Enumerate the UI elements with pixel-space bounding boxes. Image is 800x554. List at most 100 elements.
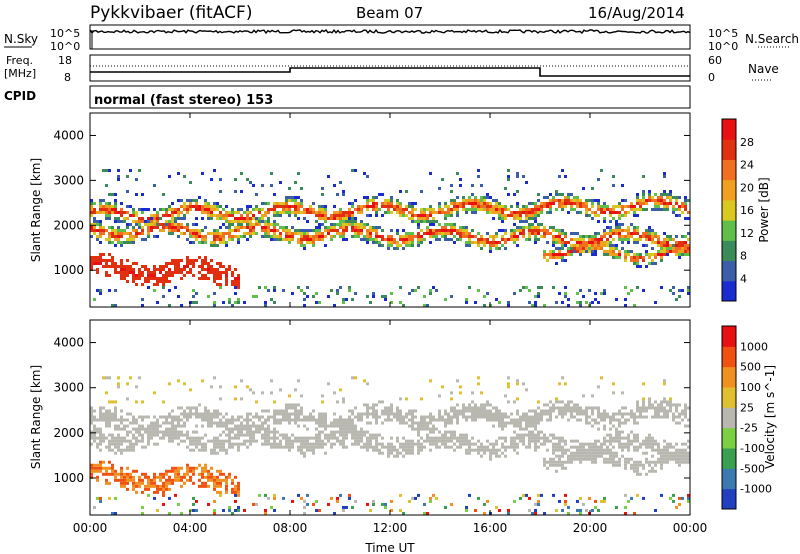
velocity-cell <box>351 376 354 380</box>
power-cell <box>504 232 507 235</box>
power-cell <box>561 244 564 247</box>
power-cell <box>111 211 114 214</box>
velocity-cell <box>207 469 210 473</box>
velocity-cell <box>141 424 144 428</box>
power-cell <box>135 235 138 238</box>
power-cell <box>363 235 366 238</box>
velocity-cell <box>102 418 105 422</box>
velocity-cell <box>612 424 615 428</box>
velocity-cell <box>171 424 174 428</box>
power-cell <box>279 238 282 241</box>
power-cell <box>636 208 639 211</box>
power-cell <box>492 235 495 238</box>
velocity-cell <box>90 418 93 422</box>
velocity-cell <box>216 439 219 443</box>
power-cell <box>147 232 150 235</box>
velocity-cell <box>465 451 468 455</box>
velocity-cell <box>615 454 618 458</box>
power-cell <box>438 223 441 226</box>
velocity-cell <box>576 439 579 443</box>
power-cell <box>318 217 321 220</box>
velocity-cell <box>540 418 543 422</box>
velocity-cell <box>678 412 681 416</box>
velocity-cell <box>618 412 621 416</box>
velocity-cell <box>528 433 531 437</box>
velocity-cell <box>654 400 657 404</box>
power-cell <box>486 205 489 208</box>
power-cell <box>201 268 204 271</box>
velocity-cell <box>546 439 549 443</box>
power-cell <box>576 232 579 235</box>
velocity-cell <box>273 430 276 434</box>
power-cell <box>660 259 663 262</box>
velocity-cell <box>210 385 213 389</box>
velocity-cell <box>519 421 522 425</box>
power-cell <box>144 238 147 241</box>
power-cell <box>237 241 240 244</box>
power-cell <box>504 229 507 232</box>
power-cell <box>612 217 615 220</box>
velocity-cell <box>222 415 225 419</box>
power-cell <box>507 193 510 196</box>
power-cell <box>342 301 345 304</box>
power-cell <box>105 265 108 268</box>
velocity-cell <box>129 376 132 380</box>
power-cell <box>303 229 306 232</box>
velocity-cell <box>432 493 435 497</box>
power-cell <box>147 280 150 283</box>
power-cell <box>507 178 510 181</box>
power-cell <box>195 229 198 232</box>
power-cell <box>606 253 609 256</box>
power-cell <box>369 301 372 304</box>
power-cell <box>117 238 120 241</box>
power-cell <box>114 232 117 235</box>
velocity-cell <box>201 442 204 446</box>
power-cell <box>447 211 450 214</box>
colorbar-frame <box>721 325 737 510</box>
power-cell <box>681 289 684 292</box>
power-cell <box>627 235 630 238</box>
power-cell <box>570 208 573 211</box>
power-cell <box>210 208 213 211</box>
power-cell <box>486 241 489 244</box>
velocity-cell <box>411 412 414 416</box>
power-cell <box>252 232 255 235</box>
power-cell <box>273 238 276 241</box>
power-cell <box>636 232 639 235</box>
velocity-cell <box>648 397 651 401</box>
power-cell <box>666 193 669 196</box>
velocity-cell <box>306 415 309 419</box>
power-cell <box>420 217 423 220</box>
velocity-cell <box>264 508 267 512</box>
power-cell <box>576 211 579 214</box>
velocity-cell <box>516 418 519 422</box>
velocity-cell <box>141 436 144 440</box>
power-cell <box>186 211 189 214</box>
velocity-cell <box>177 418 180 422</box>
power-cell <box>390 202 393 205</box>
power-cell <box>408 241 411 244</box>
velocity-cell <box>609 454 612 458</box>
power-cell <box>318 229 321 232</box>
power-cell <box>234 301 237 304</box>
velocity-cell <box>108 466 111 470</box>
velocity-cell <box>681 457 684 461</box>
power-cell <box>450 208 453 211</box>
velocity-cell <box>567 400 570 404</box>
power-cell <box>594 238 597 241</box>
velocity-cell <box>642 439 645 443</box>
velocity-cell <box>312 448 315 452</box>
power-cell <box>273 214 276 217</box>
power-cell <box>684 235 687 238</box>
velocity-cell <box>390 499 393 503</box>
velocity-cell <box>390 451 393 455</box>
velocity-cell <box>153 424 156 428</box>
velocity-cell <box>405 397 408 401</box>
velocity-cell <box>288 442 291 446</box>
power-cell <box>465 202 468 205</box>
power-cell <box>90 268 93 271</box>
power-cell <box>681 247 684 250</box>
power-cell <box>135 262 138 265</box>
power-cell <box>495 241 498 244</box>
velocity-cell <box>642 400 645 404</box>
